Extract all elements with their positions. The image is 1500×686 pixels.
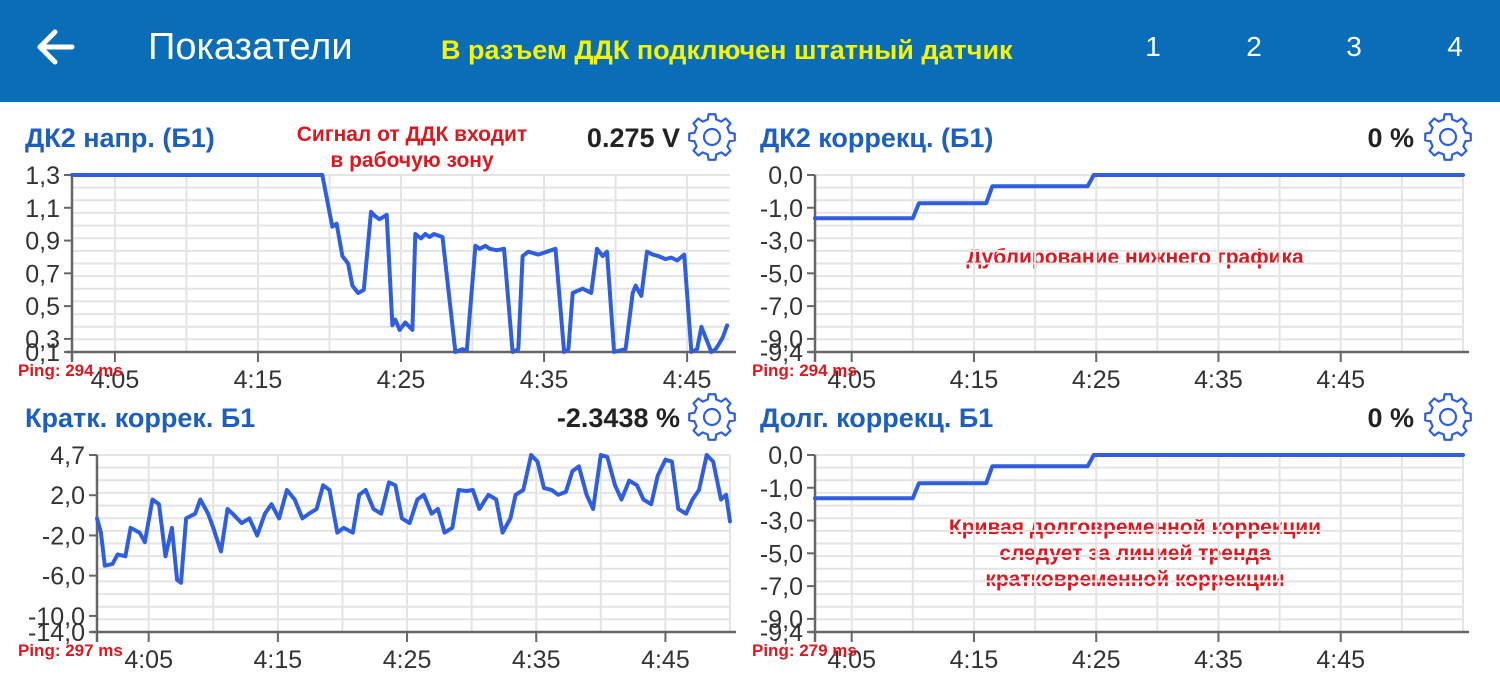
grid [815, 454, 1464, 633]
y-tick-label: -9,4 [760, 619, 803, 647]
y-tick-label: 0,5 [25, 293, 60, 321]
settings-button[interactable] [686, 391, 738, 443]
annotation-note: Сигнал от ДДК входит в рабочую зону [262, 122, 562, 174]
y-tick-label: -1,0 [760, 195, 803, 223]
x-tick-label: 4:15 [950, 366, 999, 394]
panel-value: 0 % [1367, 403, 1414, 433]
x-tick-label: 4:25 [383, 646, 432, 674]
settings-button[interactable] [1422, 391, 1474, 443]
annotation-line: в рабочую зону [330, 149, 494, 172]
x-tick-label: 4:25 [377, 366, 426, 394]
chart-o2-correction: 0,0 -1,0 -3,0 -5,0 -7,0 -9,0-9,4 4:05 4:15 4:25 4… [760, 162, 1469, 394]
y-tick-label: 0,0 [768, 442, 803, 470]
panel-value: 0.275 V [586, 123, 680, 153]
annotation-line: Сигнал от ДДК входит [296, 123, 528, 146]
settings-button[interactable] [686, 111, 738, 163]
annotation-line: кратковременной коррекции [985, 568, 1285, 591]
x-tick-label: 4:05 [827, 646, 876, 674]
panel-title: Кратк. коррек. Б1 [25, 403, 256, 433]
y-tick-label: -7,0 [760, 573, 803, 601]
x-tick-label: 4:45 [1316, 646, 1365, 674]
x-tick-label: 4:05 [91, 366, 140, 394]
y-tick-label: -1,0 [760, 475, 803, 503]
series-line [813, 173, 1465, 221]
panel-value: -2.3438 % [556, 403, 680, 433]
y-tick-label: -5,0 [760, 260, 803, 288]
grid [815, 174, 1464, 353]
page-title: Показатели [148, 26, 353, 68]
page-tab-4[interactable]: 4 [1447, 31, 1463, 62]
y-tick-label: -9,0 [760, 326, 803, 354]
x-tick-label: 4:15 [254, 646, 303, 674]
y-tick-label: 2,0 [50, 482, 85, 510]
page-tab-2[interactable]: 2 [1246, 31, 1262, 62]
chart-short-trim: 4,7 2,0 -2,0 -6,0 -10,0-14,0 4:05 4:15 4:25 4:35… [28, 442, 736, 674]
x-tick-label: 4:35 [1194, 366, 1243, 394]
y-tick-label: 4,7 [50, 442, 85, 470]
y-tick-label: 0,1 [25, 339, 60, 367]
app-header: Показатели В разъем ДДК подключен штатны… [0, 0, 1500, 102]
ping-label: Ping: 279 ms [752, 641, 857, 660]
panel-title: ДК2 коррекц. (Б1) [760, 123, 994, 153]
ping-label: Ping: 297 ms [18, 641, 123, 660]
settings-button[interactable] [1422, 111, 1474, 163]
chart-o2-voltage: 1,3 1,1 0,9 0,7 0,5 0,30,1 4:05 4:15 4:25 4:35 4:4… [25, 162, 736, 394]
x-tick-label: 4:35 [520, 366, 569, 394]
panel-title: ДК2 напр. (Б1) [25, 123, 215, 153]
y-tick-label: 1,1 [25, 195, 60, 223]
series-line [70, 173, 730, 354]
grid [97, 454, 731, 633]
x-tick-label: 4:25 [1072, 366, 1121, 394]
y-tick-label: -6,0 [42, 563, 85, 591]
gear-icon [1424, 393, 1472, 441]
y-tick-label: -14,0 [28, 619, 85, 647]
y-tick-label: -7,0 [760, 293, 803, 321]
chart-long-trim: 0,0 -1,0 -3,0 -5,0 -7,0 -9,0-9,4 4:05 4:15 4:25 4… [760, 442, 1469, 674]
page-tab-1[interactable]: 1 [1145, 31, 1161, 62]
y-tick-label: -5,0 [760, 540, 803, 568]
y-tick-label: 1,3 [25, 162, 60, 190]
y-tick-label: 0,7 [25, 260, 60, 288]
y-tick-label: 0,0 [768, 162, 803, 190]
annotation-line: следует за линией тренда [999, 542, 1271, 565]
panel-title: Долг. коррекц. Б1 [760, 403, 994, 433]
x-tick-label: 4:35 [512, 646, 561, 674]
x-tick-label: 4:35 [1194, 646, 1243, 674]
x-tick-label: 4:45 [1316, 366, 1365, 394]
y-tick-label: 0,3 [25, 326, 60, 354]
panel-value: 0 % [1367, 123, 1414, 153]
series-line [95, 453, 732, 585]
back-button[interactable] [32, 22, 82, 72]
gear-icon [688, 113, 736, 161]
x-tick-label: 4:45 [663, 366, 712, 394]
series-line [813, 453, 1465, 501]
y-tick-label: -9,4 [760, 339, 803, 367]
x-tick-label: 4:15 [950, 646, 999, 674]
x-tick-label: 4:25 [1072, 646, 1121, 674]
x-tick-label: 4:05 [124, 646, 173, 674]
x-tick-label: 4:45 [641, 646, 690, 674]
y-tick-label: -2,0 [42, 522, 85, 550]
gear-icon [688, 393, 736, 441]
y-tick-label: -9,0 [760, 606, 803, 634]
annotation-note: Кривая долговременной коррекции следует … [920, 515, 1350, 593]
sensor-banner: В разъем ДДК подключен штатный датчик [441, 35, 1013, 65]
y-tick-label: -3,0 [760, 228, 803, 256]
gear-icon [1424, 113, 1472, 161]
ping-label: Ping: 294 ms [18, 361, 123, 380]
ping-label: Ping: 294 ms [752, 361, 857, 380]
annotation-line: Кривая долговременной коррекции [948, 516, 1322, 539]
y-tick-label: -3,0 [760, 508, 803, 536]
y-tick-label: -10,0 [28, 603, 85, 631]
x-tick-label: 4:05 [827, 366, 876, 394]
x-tick-label: 4:15 [234, 366, 283, 394]
arrow-left-icon [37, 29, 75, 65]
page-tab-3[interactable]: 3 [1346, 31, 1362, 62]
y-tick-label: 0,9 [25, 228, 60, 256]
